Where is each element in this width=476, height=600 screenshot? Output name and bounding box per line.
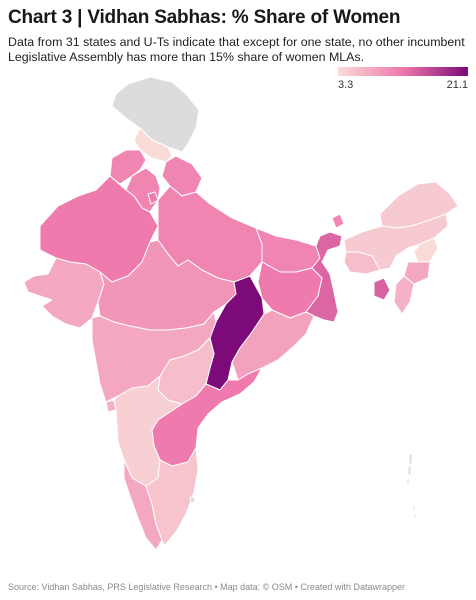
region-mizoram[interactable]: Mizoram (393, 275, 415, 315)
region-kerala[interactable]: Kerala (123, 459, 163, 551)
region-west-bengal[interactable]: West Bengal (305, 231, 343, 323)
region-odisha[interactable]: Odisha (231, 309, 315, 381)
india-choropleth-map: Jammu & Kashmir / Ladakh Himachal Prades… (23, 76, 459, 551)
region-meghalaya[interactable]: Meghalaya (343, 251, 381, 275)
region-sikkim[interactable]: Sikkim (331, 213, 345, 229)
color-legend: 3.3 21.1 (338, 67, 468, 95)
region-tamil-nadu[interactable]: Tamil Nadu (145, 447, 199, 547)
chart-title: Chart 3 | Vidhan Sabhas: % Share of Wome… (8, 7, 401, 28)
region-jammu-kashmir-ladakh[interactable]: Jammu & Kashmir / Ladakh (111, 76, 200, 153)
region-puducherry[interactable]: Puducherry (189, 495, 196, 504)
legend-gradient-bar (338, 67, 468, 76)
chart-description: Data from 31 states and U-Ts indicate th… (8, 35, 465, 64)
legend-max-label: 21.1 (446, 79, 468, 91)
region-andaman-nicobar[interactable]: Andaman & Nicobar Islands (406, 453, 417, 519)
region-gujarat[interactable]: Gujarat (23, 257, 105, 329)
region-tripura[interactable]: Tripura (373, 277, 391, 301)
source-footer: Source: Vidhan Sabhas, PRS Legislative R… (8, 582, 405, 592)
legend-min-label: 3.3 (338, 79, 354, 91)
